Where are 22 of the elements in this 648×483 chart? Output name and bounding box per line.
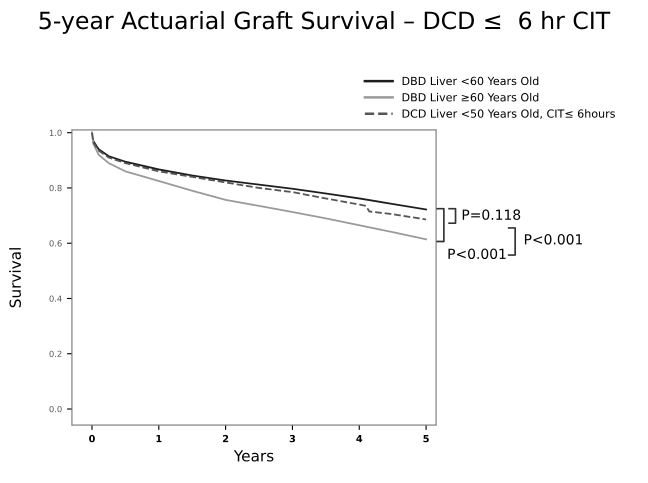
- y-axis-title: Survival: [9, 248, 21, 308]
- x-tick-label: 3: [290, 434, 296, 442]
- y-tick-label: 0.2: [50, 350, 62, 358]
- y-tick-label: 1.0: [50, 130, 62, 136]
- x-axis-title: Years: [234, 450, 274, 462]
- y-tick-label: 0.4: [50, 295, 62, 302]
- text: P<0.001: [524, 234, 582, 245]
- y-tick-label: 0.6: [50, 240, 62, 247]
- legend-label: DCD Liver <50 Years Old, CIT≤ 6hours: [402, 109, 615, 119]
- x-tick-label: 2: [223, 434, 228, 442]
- text: P<0.001: [448, 248, 506, 260]
- y-tick-label: 0.8: [50, 184, 62, 192]
- text: P=0.118: [462, 209, 520, 220]
- x-tick-label: 4: [356, 435, 362, 442]
- legend-label: DBD Liver <60 Years Old: [402, 76, 538, 86]
- x-tick-label: 1: [156, 435, 162, 442]
- legend-label: DBD Liver ≥60 Years Old: [402, 92, 538, 102]
- chart-title: 5-year Actuarial Graft Survival – DCD ≤ 6 hr CIT: [40, 11, 610, 34]
- y-tick-label: 0.0: [50, 406, 62, 412]
- line-series: [91, 132, 427, 240]
- x-tick-label: 0: [89, 434, 95, 442]
- x-tick-label: 5: [423, 435, 429, 442]
